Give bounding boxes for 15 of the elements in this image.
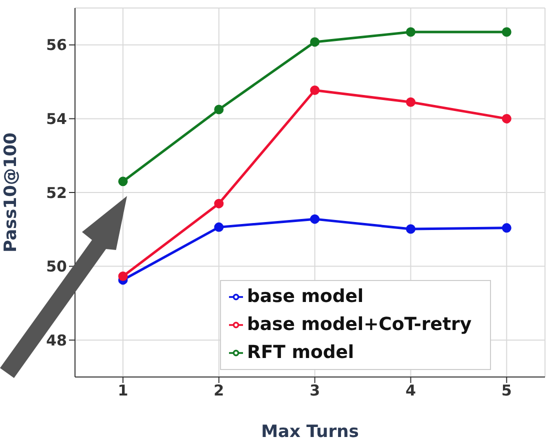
x-tick-label: 3 (310, 382, 320, 400)
y-tick-label: 50 (46, 258, 67, 276)
legend-label: base model (247, 286, 364, 307)
y-tick-label: 48 (46, 331, 67, 350)
legend-label: RFT model (247, 342, 354, 363)
legend-label: base model+CoT-retry (247, 314, 472, 335)
x-tick-label: 4 (405, 382, 416, 400)
x-tick-label: 5 (501, 382, 512, 400)
x-tick-label: 1 (118, 382, 128, 400)
y-tick-label: 52 (46, 184, 67, 202)
x-tick-label: 2 (214, 382, 224, 400)
y-axis-title: Pass10@100 (1, 132, 22, 252)
y-tick-label: 54 (46, 110, 67, 128)
x-axis-title: Max Turns (261, 422, 359, 442)
y-tick-label: 56 (46, 36, 67, 54)
